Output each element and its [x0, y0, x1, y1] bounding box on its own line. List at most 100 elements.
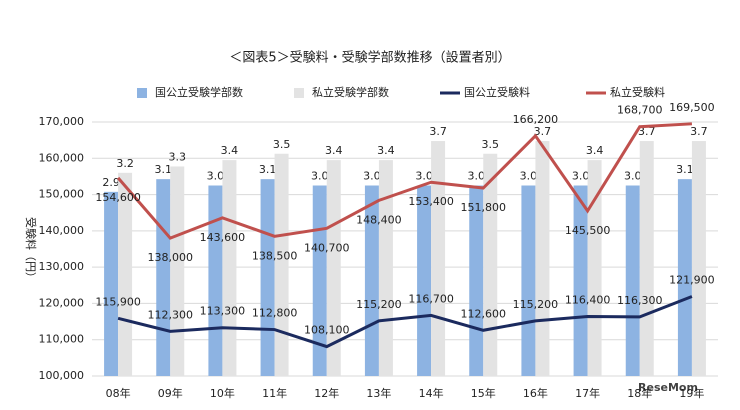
y-tick-label: 170,000 — [39, 115, 85, 128]
bar-value-label: 3.4 — [325, 144, 343, 157]
line-value-label: 151,800 — [461, 201, 507, 214]
x-tick-label: 15年 — [471, 386, 496, 400]
legend-swatch — [294, 88, 304, 98]
line-value-label: 112,600 — [461, 307, 507, 320]
bar-value-label: 3.1 — [155, 163, 173, 176]
bar-value-label: 3.7 — [429, 125, 447, 138]
x-tick-label: 13年 — [366, 386, 391, 400]
bar-value-label: 3.4 — [586, 144, 604, 157]
bar-value-label: 3.0 — [624, 170, 642, 183]
bar-value-label: 3.5 — [482, 138, 500, 151]
line-value-label: 153,400 — [408, 195, 454, 208]
y-tick-label: 100,000 — [39, 369, 85, 382]
line-value-label: 108,100 — [304, 324, 350, 337]
bar — [118, 172, 133, 376]
y-tick-label: 110,000 — [39, 333, 85, 346]
bar — [326, 160, 341, 376]
line-value-label: 166,200 — [513, 113, 559, 126]
x-tick-label: 08年 — [106, 386, 131, 400]
bar — [639, 141, 654, 376]
y-tick-label: 140,000 — [39, 224, 85, 237]
line — [116, 122, 693, 240]
bar — [587, 160, 602, 376]
bar-value-label: 3.0 — [468, 170, 486, 183]
bar — [222, 160, 237, 376]
x-tick-label: 12年 — [314, 386, 339, 400]
line — [117, 295, 693, 349]
line-value-label: 154,600 — [95, 191, 141, 204]
bar — [378, 160, 393, 376]
bar-value-label: 3.0 — [572, 170, 590, 183]
legend-label: 国公立受験料 — [464, 85, 530, 99]
x-tick-label: 17年 — [575, 386, 600, 400]
bar — [469, 185, 484, 376]
bar — [104, 191, 119, 376]
bar — [274, 153, 289, 376]
bar-value-label: 3.0 — [363, 170, 381, 183]
line-value-label: 138,000 — [148, 251, 194, 264]
line-value-label: 116,300 — [617, 294, 663, 307]
line-value-label: 115,200 — [356, 298, 402, 311]
line-value-label: 116,700 — [408, 292, 454, 305]
bar — [535, 141, 550, 376]
chart-title: ＜図表5＞受験料・受験学部数推移（設置者別） — [229, 50, 510, 66]
bar-value-label: 3.1 — [259, 163, 277, 176]
y-tick-label: 120,000 — [39, 296, 85, 309]
legend-label: 国公立受験学部数 — [155, 85, 243, 99]
bar — [677, 179, 692, 376]
bar — [208, 185, 223, 376]
watermark: ReseMom — [638, 381, 698, 394]
line-value-label: 112,800 — [252, 307, 298, 320]
bar-value-label: 2.9 — [102, 176, 120, 189]
y-tick-label: 150,000 — [39, 188, 85, 201]
bar-value-label: 3.1 — [676, 163, 694, 176]
line-value-label: 115,900 — [95, 295, 141, 308]
bar-value-label: 3.2 — [116, 157, 134, 170]
y-axis-label: 受験料（円） — [24, 217, 38, 283]
x-tick-label: 19年 — [679, 386, 704, 400]
line-value-label: 143,600 — [200, 231, 246, 244]
y-tick-label: 160,000 — [39, 151, 85, 164]
x-tick-label: 09年 — [158, 386, 183, 400]
bar-value-label: 3.0 — [520, 170, 538, 183]
line-value-label: 116,400 — [565, 293, 611, 306]
bar — [312, 185, 327, 376]
bar-value-label: 3.4 — [377, 144, 395, 157]
bar-value-label: 3.5 — [273, 138, 291, 151]
bar — [691, 141, 706, 376]
x-tick-label: 14年 — [419, 386, 444, 400]
line-value-label: 145,500 — [565, 224, 611, 237]
line-value-label: 148,400 — [356, 213, 402, 226]
y-tick-label: 130,000 — [39, 260, 85, 273]
bar-value-label: 3.0 — [207, 170, 225, 183]
bar — [364, 185, 379, 376]
line-value-label: 121,900 — [669, 274, 715, 287]
line-value-label: 138,500 — [252, 249, 298, 262]
x-tick-label: 18年 — [627, 386, 652, 400]
bar — [625, 185, 640, 376]
line-value-label: 140,700 — [304, 241, 350, 254]
bar — [521, 185, 536, 376]
line-value-label: 112,300 — [148, 308, 194, 321]
legend-label: 私立受験料 — [610, 85, 665, 99]
legend-swatch — [137, 88, 147, 98]
legend-label: 私立受験学部数 — [312, 85, 389, 99]
bar — [573, 185, 588, 376]
bar — [170, 166, 185, 376]
bar — [483, 153, 498, 376]
x-tick-label: 11年 — [262, 386, 287, 400]
bar — [417, 185, 432, 376]
bar — [156, 179, 171, 376]
x-tick-label: 16年 — [523, 386, 548, 400]
bar-value-label: 3.4 — [221, 144, 239, 157]
bar — [260, 179, 275, 376]
bar-value-label: 3.7 — [638, 125, 656, 138]
x-tick-label: 10年 — [210, 386, 235, 400]
line-value-label: 115,200 — [513, 298, 559, 311]
line-value-label: 113,300 — [200, 305, 246, 318]
bar-value-label: 3.0 — [415, 170, 433, 183]
bar-value-label: 3.7 — [690, 125, 708, 138]
bar-value-label: 3.7 — [534, 125, 552, 138]
bar — [431, 141, 446, 376]
